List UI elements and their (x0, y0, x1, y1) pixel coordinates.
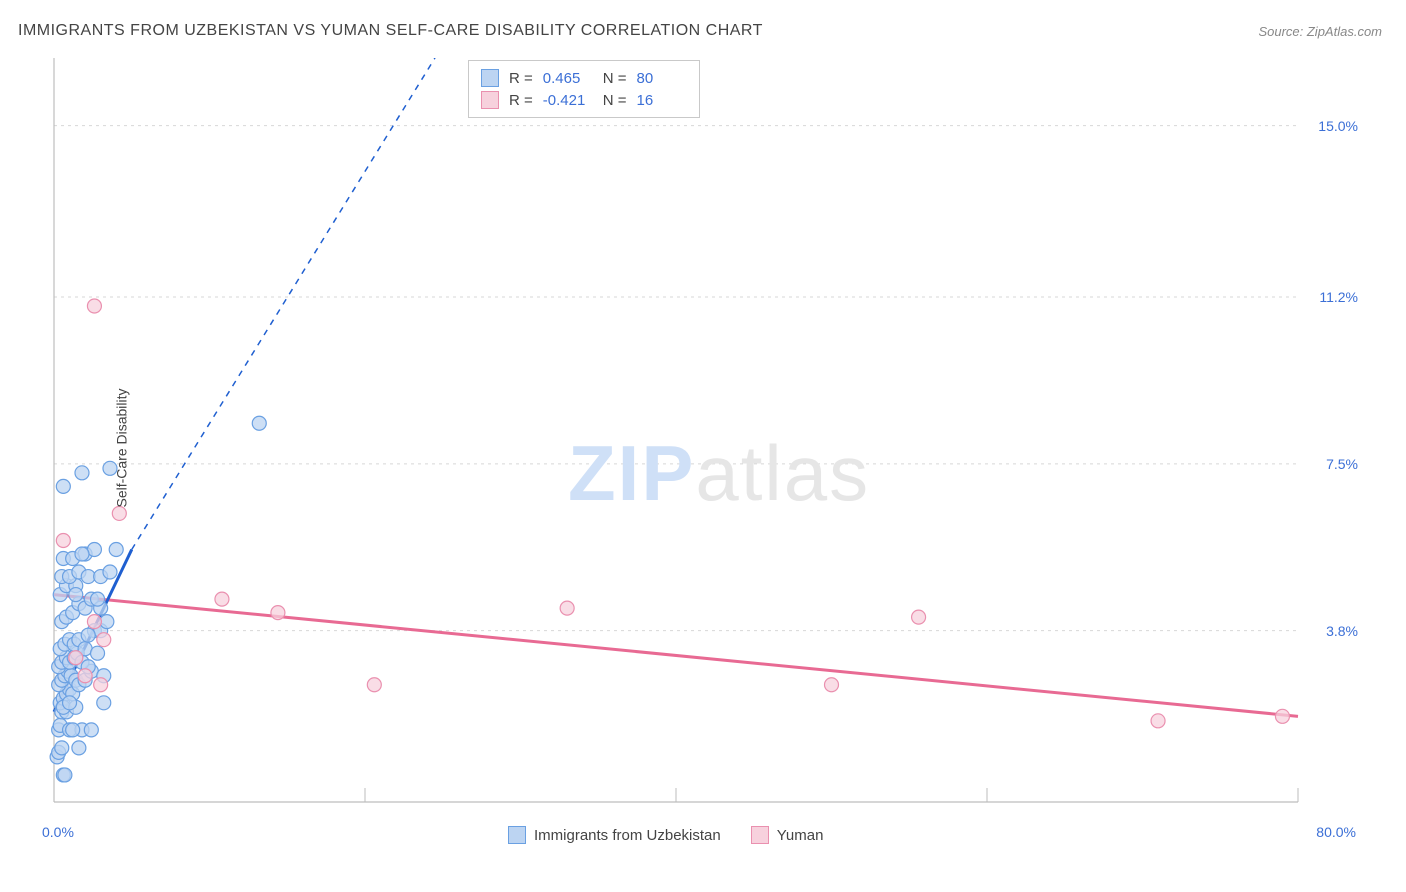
legend-item-yuman: Yuman (751, 826, 824, 844)
y-tick-label: 15.0% (1318, 118, 1358, 134)
r-label: R = (509, 70, 533, 87)
legend-row-uzbekistan: R = 0.465 N = 80 (481, 67, 687, 89)
scatter-chart-svg (48, 58, 1348, 838)
legend-label-uzbekistan: Immigrants from Uzbekistan (534, 827, 721, 844)
swatch-uzbekistan (481, 69, 499, 87)
swatch-yuman-icon (751, 826, 769, 844)
n-label: N = (603, 92, 627, 109)
y-tick-label: 7.5% (1326, 456, 1358, 472)
y-tick-label: 3.8% (1326, 623, 1358, 639)
n-value-yuman: 16 (637, 92, 687, 109)
r-value-yuman: -0.421 (543, 92, 593, 109)
y-tick-label: 11.2% (1319, 289, 1358, 305)
x-axis-max-label: 80.0% (1316, 824, 1356, 840)
swatch-yuman (481, 91, 499, 109)
swatch-uzbekistan-icon (508, 826, 526, 844)
series-legend: Immigrants from Uzbekistan Yuman (508, 826, 823, 844)
correlation-legend: R = 0.465 N = 80 R = -0.421 N = 16 (468, 60, 700, 118)
chart-title: IMMIGRANTS FROM UZBEKISTAN VS YUMAN SELF… (18, 22, 763, 40)
legend-row-yuman: R = -0.421 N = 16 (481, 89, 687, 111)
x-axis-min-label: 0.0% (42, 824, 74, 840)
y-axis-label: Self-Care Disability (114, 388, 130, 507)
r-value-uzbekistan: 0.465 (543, 70, 593, 87)
source-attribution: Source: ZipAtlas.com (1258, 24, 1382, 39)
chart-plot-area: Self-Care Disability ZIPatlas R = 0.465 … (48, 58, 1348, 838)
legend-item-uzbekistan: Immigrants from Uzbekistan (508, 826, 721, 844)
n-value-uzbekistan: 80 (637, 70, 687, 87)
legend-label-yuman: Yuman (777, 827, 824, 844)
n-label: N = (603, 70, 627, 87)
r-label: R = (509, 92, 533, 109)
